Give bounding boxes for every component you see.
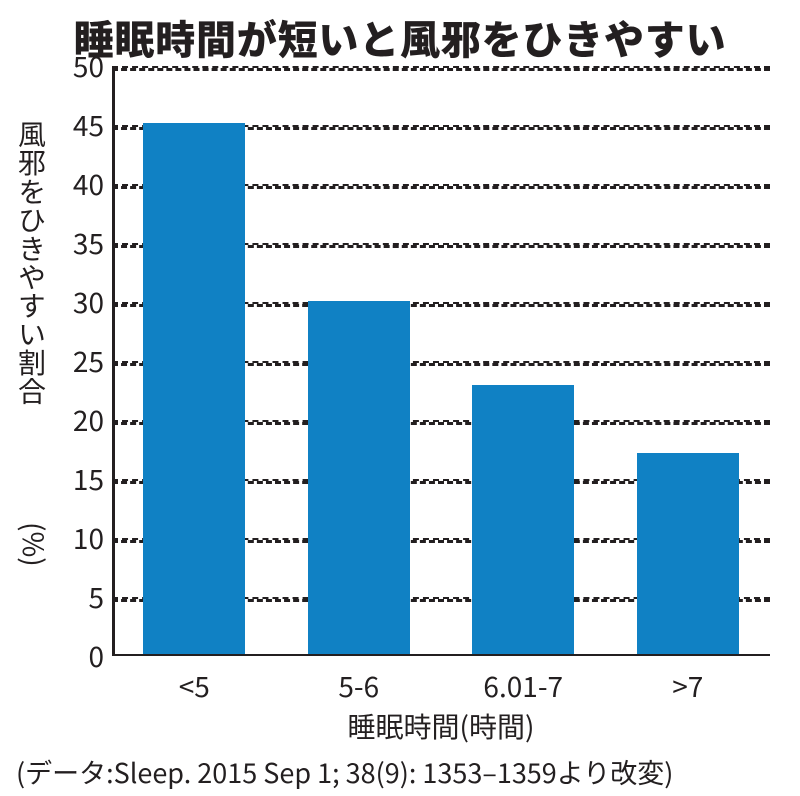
plot-area <box>112 66 770 656</box>
ytick-label: 45 <box>60 105 104 145</box>
ytick-label: 20 <box>60 400 104 440</box>
ytick-label: 0 <box>60 636 104 676</box>
bar <box>308 301 410 656</box>
ytick-label: 25 <box>60 341 104 381</box>
y-axis-unit: (%) <box>14 522 54 567</box>
xtick-label: 5-6 <box>338 666 379 706</box>
x-axis-label: 睡眠時間(時間) <box>112 706 770 746</box>
x-axis-line <box>112 654 770 657</box>
ytick-label: 10 <box>60 518 104 558</box>
xtick-label: >7 <box>672 666 703 706</box>
ytick-label: 30 <box>60 282 104 322</box>
ytick-label: 50 <box>60 46 104 86</box>
ytick-label: 15 <box>60 459 104 499</box>
chart-title: 睡眠時間が短いと風邪をひきやすい <box>0 8 800 66</box>
y-axis-line <box>112 66 115 656</box>
ytick-label: 35 <box>60 223 104 263</box>
ytick-label: 40 <box>60 164 104 204</box>
chart-source: (データ:Sleep. 2015 Sep 1; 38(9): 1353–1359… <box>16 752 673 791</box>
gridline <box>112 66 770 71</box>
bar <box>472 385 574 656</box>
xtick-label: <5 <box>179 666 210 706</box>
bar <box>143 123 245 656</box>
bar <box>637 453 739 656</box>
bar-chart: 睡眠時間が短いと風邪をひきやすい 風邪をひきやすい割合 (%) 睡眠時間(時間)… <box>0 0 800 796</box>
ytick-label: 5 <box>60 577 104 617</box>
xtick-label: 6.01-7 <box>483 666 563 706</box>
y-axis-label: 風邪をひきやすい割合 <box>12 120 52 406</box>
